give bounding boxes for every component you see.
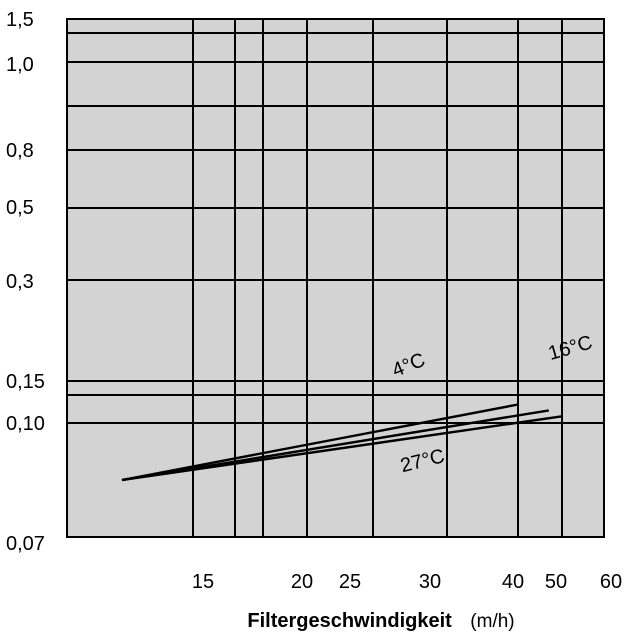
y-tick-label: 0,10 — [6, 413, 45, 435]
x-tick-label: 25 — [339, 571, 361, 593]
grid — [67, 19, 604, 537]
x-tick-label: 30 — [419, 571, 441, 593]
y-tick-label: 0,8 — [6, 140, 34, 162]
series-line — [121, 403, 519, 482]
series-lines — [121, 403, 563, 482]
x-tick-label: 20 — [291, 571, 313, 593]
plot-area — [66, 18, 605, 538]
tick-labels: 1,5 1,0 0,8 0,5 0,3 0,15 0,10 0,07 15 20 25 30 40 50 6… — [6, 9, 622, 593]
y-tick-label: 1,0 — [6, 54, 34, 76]
x-axis-label: Filtergeschwindigkeit — [247, 610, 452, 632]
y-tick-label: 0,07 — [6, 533, 45, 555]
x-tick-label: 40 — [502, 571, 524, 593]
y-tick-label: 1,5 — [6, 9, 34, 31]
y-tick-label: 0,5 — [6, 197, 34, 219]
x-tick-label: 60 — [600, 571, 622, 593]
x-axis-unit: (m/h) — [470, 611, 514, 632]
x-tick-label: 50 — [545, 571, 567, 593]
x-tick-label: 15 — [192, 571, 214, 593]
x-axis-title: Filtergeschwindigkeit (m/h) — [247, 610, 514, 632]
series-line — [121, 409, 549, 482]
y-tick-label: 0,3 — [6, 271, 34, 293]
series-line — [121, 415, 563, 482]
y-tick-label: 0,15 — [6, 371, 45, 393]
